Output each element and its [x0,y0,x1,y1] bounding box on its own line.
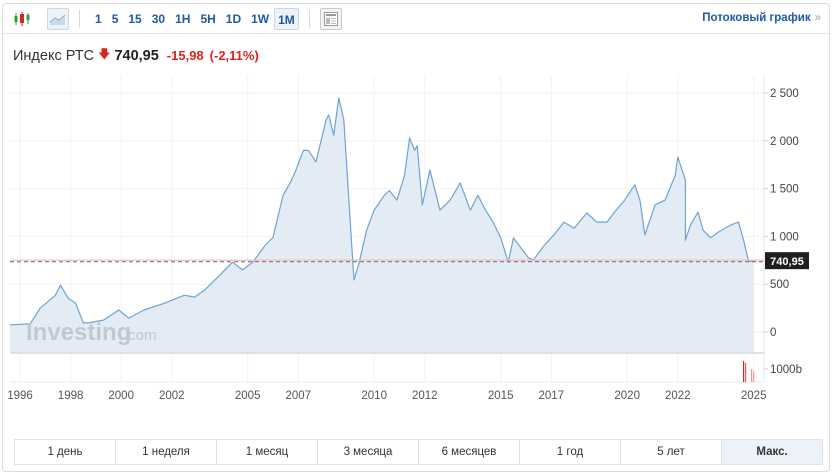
x-axis-label: 2010 [361,390,387,402]
timeframe-1w[interactable]: 1W [251,11,270,26]
timeframe-5h[interactable]: 5H [200,11,216,26]
chart-toolbar: 1 5 15 30 1H 5H 1D 1W 1M Потоковый графи… [3,4,829,34]
volume-bar [751,369,753,382]
y-axis-label: 500 [770,279,789,291]
x-axis-label: 2025 [741,390,767,402]
timeframe-5[interactable]: 5 [111,11,119,26]
toolbar-divider [308,9,310,28]
range-1-year[interactable]: 1 год [520,440,621,464]
x-axis-label: 2020 [614,390,640,402]
range-6-months[interactable]: 6 месяцев [419,440,520,464]
range-max[interactable]: Макс. [722,440,822,464]
timeframe-30[interactable]: 30 [151,11,166,26]
price-change: -15,98 [166,48,204,63]
timeframe-1d[interactable]: 1D [225,11,242,26]
x-axis-label: 2002 [159,390,185,402]
instrument-name: Индекс РТС [13,47,95,64]
volume-axis-label: 1000b [770,364,802,376]
range-3-months[interactable]: 3 месяца [318,440,419,464]
timeframe-1h[interactable]: 1H [175,11,191,26]
volume-bar [745,363,747,382]
price-line [9,97,754,326]
last-price: 740,95 [114,47,159,64]
x-axis-label: 2015 [488,390,514,402]
price-area [10,97,754,353]
y-axis-label: 1 500 [770,184,799,196]
layout-icon[interactable] [319,7,342,30]
x-axis-label: 2022 [665,390,691,402]
timeframe-15[interactable]: 15 [128,11,142,26]
down-arrow-icon: 🡇 [98,47,111,61]
streaming-chart-label: Потоковый график [702,12,811,24]
range-1-week[interactable]: 1 неделя [116,440,217,464]
timeframe-1m[interactable]: 1M [274,7,299,30]
price-change-percent: (-2,11%) [209,48,259,63]
y-axis-label: 0 [770,327,776,339]
current-price-tag [765,252,809,270]
svg-text:740,95: 740,95 [770,256,804,268]
range-selector: 1 день 1 неделя 1 месяц 3 месяца 6 месяц… [14,439,823,465]
y-axis-label: 1 000 [770,231,799,243]
y-axis-label: 2 000 [770,136,799,148]
quote-header: Индекс РТС 🡇 740,95 -15,98 (-2,11%) [13,45,259,66]
x-axis-label: 2017 [539,390,565,402]
double-chevron-icon: » [814,12,821,24]
y-axis-label: 2 500 [770,88,799,100]
x-axis-label: 2000 [108,390,134,402]
chart-widget: 1 5 15 30 1H 5H 1D 1W 1M Потоковый графи… [2,3,830,472]
price-chart[interactable]: 0 500 1 000 1 500 2 000 2 500 1996 1998 2000 2002… [3,4,831,434]
toolbar-divider [79,9,80,28]
x-axis-label: 2012 [412,390,438,402]
svg-text:.com: .com [124,327,157,344]
area-chart-icon[interactable] [47,7,69,30]
range-5-years[interactable]: 5 лет [621,440,722,464]
volume-bar [743,361,745,382]
streaming-chart-link[interactable]: Потоковый график» [702,12,821,24]
x-axis-label: 2005 [235,390,261,402]
volume-bar [753,371,755,382]
timeframe-1[interactable]: 1 [95,11,102,26]
x-axis-label: 2007 [286,390,312,402]
x-axis-label: 1996 [7,390,33,402]
candlestick-icon[interactable] [11,8,33,30]
range-1-month[interactable]: 1 месяц [217,440,318,464]
x-axis-label: 1998 [58,390,84,402]
watermark-logo: Investing [26,319,131,346]
range-1-day[interactable]: 1 день [15,440,116,464]
